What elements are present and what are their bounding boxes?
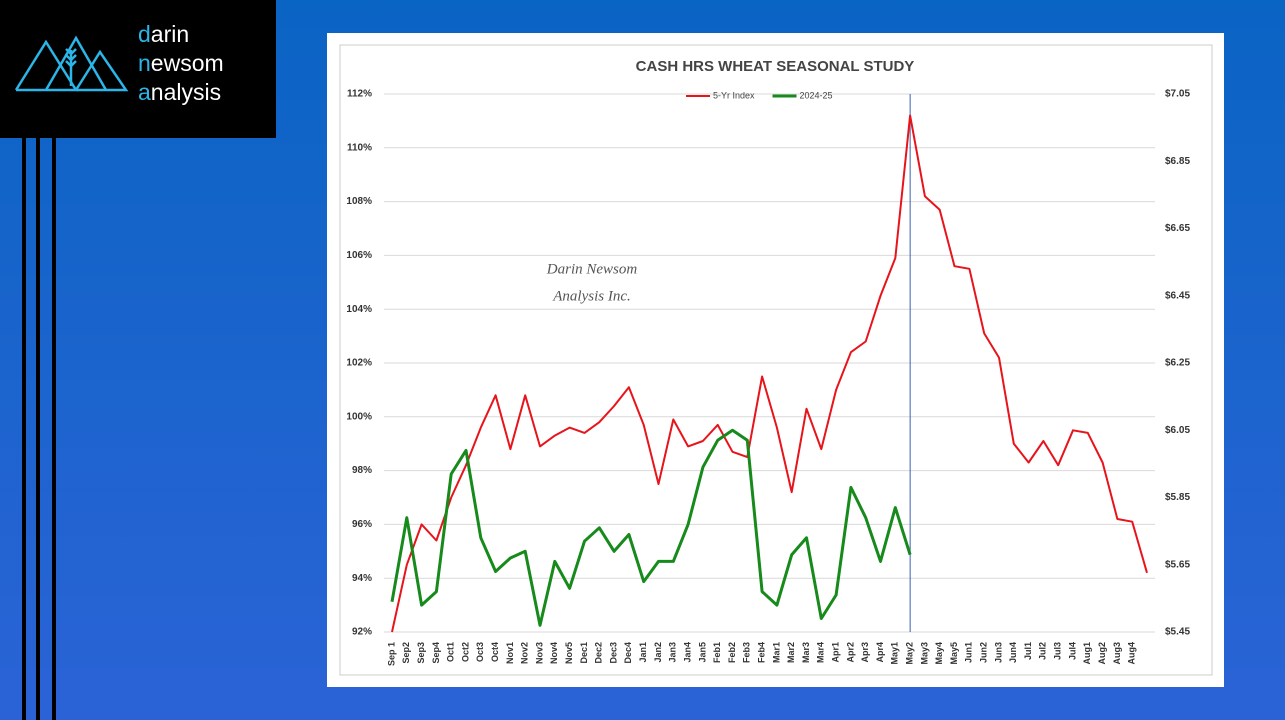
y-tick-label: 92%: [352, 627, 372, 638]
watermark: Darin Newsom: [546, 261, 638, 277]
legend-label: 2024-25: [800, 90, 833, 100]
x-tick-label: Jul3: [1053, 642, 1063, 660]
x-tick-label: Sep3: [416, 642, 426, 664]
x-tick-label: Jun1: [964, 642, 974, 663]
x-tick-label: Jun3: [993, 642, 1003, 663]
x-tick-label: Dec3: [608, 642, 618, 664]
series-line: [390, 428, 912, 627]
y-tick-label: 108%: [346, 196, 372, 207]
x-tick-label: Nov4: [549, 642, 559, 664]
y2-tick-label: $5.65: [1165, 559, 1190, 570]
x-tick-label: Feb1: [712, 642, 722, 663]
logo-icon: [14, 35, 129, 92]
logo-text: darin: [138, 21, 189, 47]
y2-tick-label: $6.05: [1165, 425, 1190, 436]
x-tick-label: Aug3: [1112, 642, 1122, 665]
watermark: Analysis Inc.: [552, 288, 630, 304]
logo-box: [0, 0, 276, 138]
chart-title: CASH HRS WHEAT SEASONAL STUDY: [636, 58, 915, 75]
y2-tick-label: $6.45: [1165, 290, 1190, 301]
x-tick-label: Apr4: [875, 642, 885, 663]
x-tick-label: Nov2: [520, 642, 530, 664]
x-tick-label: Nov5: [564, 642, 574, 664]
x-tick-label: Jan5: [697, 642, 707, 663]
y2-tick-label: $5.85: [1165, 492, 1190, 503]
x-tick-label: Mar4: [816, 642, 826, 663]
x-tick-label: Dec2: [594, 642, 604, 664]
plot-border: [339, 44, 1213, 676]
x-tick-label: Aug2: [1097, 642, 1107, 665]
x-tick-label: May5: [949, 642, 959, 665]
y-tick-label: 102%: [346, 358, 372, 369]
x-tick-label: Feb2: [727, 642, 737, 663]
x-tick-label: Oct1: [446, 642, 456, 662]
x-tick-label: Jun2: [979, 642, 989, 663]
logo-text: analysis: [138, 79, 221, 105]
chart-area: [327, 33, 1224, 687]
x-tick-label: Jul2: [1038, 642, 1048, 660]
y-tick-label: 94%: [352, 573, 372, 584]
y2-tick-label: $6.85: [1165, 156, 1190, 167]
y-tick-label: 96%: [352, 519, 372, 530]
side-bar: [22, 130, 26, 720]
x-tick-label: Jul1: [1023, 642, 1033, 660]
x-tick-label: Apr1: [830, 642, 840, 663]
y-tick-label: 106%: [346, 250, 372, 261]
x-tick-label: Dec4: [623, 642, 633, 664]
x-tick-label: May1: [890, 642, 900, 665]
x-tick-label: May3: [919, 642, 929, 665]
legend-label: 5-Yr Index: [713, 90, 755, 100]
y-tick-label: 98%: [352, 465, 372, 476]
y-tick-label: 104%: [346, 304, 372, 315]
series-line: [391, 114, 1148, 633]
logo-text: newsom: [138, 50, 224, 76]
x-tick-label: Sep4: [431, 642, 441, 664]
x-tick-label: Jun4: [1008, 642, 1018, 663]
x-tick-label: Mar2: [786, 642, 796, 663]
x-tick-label: Mar1: [771, 642, 781, 663]
y-tick-label: 112%: [347, 89, 372, 100]
x-tick-label: May4: [934, 642, 944, 665]
y-tick-label: 110%: [347, 142, 372, 153]
x-tick-label: Aug1: [1082, 642, 1092, 665]
x-tick-label: Apr3: [860, 642, 870, 663]
x-tick-label: Oct2: [460, 642, 470, 662]
x-tick-label: Feb3: [742, 642, 752, 663]
x-tick-label: Oct3: [475, 642, 485, 662]
x-tick-label: Jul4: [1067, 642, 1077, 660]
x-tick-label: May2: [905, 642, 915, 665]
x-tick-label: Jan2: [653, 642, 663, 663]
x-tick-label: Jan4: [682, 642, 692, 663]
y-tick-label: 100%: [346, 411, 372, 422]
x-tick-label: Feb4: [756, 642, 766, 663]
y2-tick-label: $7.05: [1165, 89, 1190, 100]
x-tick-label: Mar3: [801, 642, 811, 663]
x-tick-label: Aug4: [1127, 642, 1137, 665]
y2-tick-label: $6.65: [1165, 223, 1190, 234]
side-bar: [36, 130, 40, 720]
x-tick-label: Sep 1: [386, 642, 396, 666]
x-tick-label: Oct4: [490, 642, 500, 662]
x-tick-label: Jan1: [638, 642, 648, 663]
x-tick-label: Dec1: [579, 642, 589, 664]
x-tick-label: Jan3: [668, 642, 678, 663]
x-tick-label: Nov1: [505, 642, 515, 664]
y2-tick-label: $5.45: [1165, 627, 1190, 638]
side-bar: [52, 130, 56, 720]
x-tick-label: Nov3: [534, 642, 544, 664]
y2-tick-label: $6.25: [1165, 358, 1190, 369]
x-tick-label: Sep2: [401, 642, 411, 664]
x-tick-label: Apr2: [845, 642, 855, 663]
